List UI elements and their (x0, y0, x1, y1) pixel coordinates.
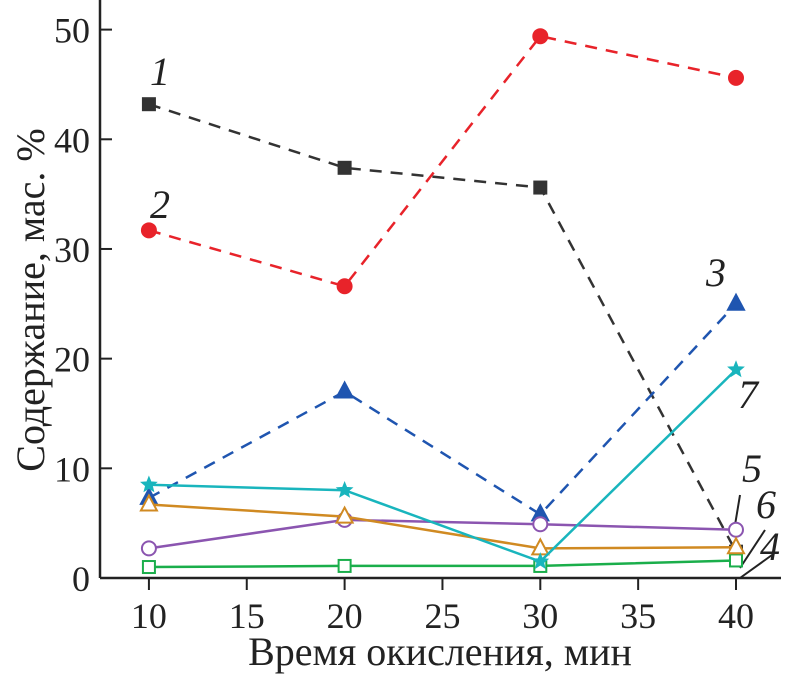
series-label: 6 (756, 482, 776, 527)
series-label: 2 (150, 182, 170, 227)
x-axis-label: Время окисления, мин (248, 629, 632, 674)
series-line (148, 518, 737, 550)
series-2: 2 (140, 28, 744, 295)
series-label: 7 (738, 372, 760, 417)
series-1: 1 (141, 49, 743, 559)
series-label: 5 (742, 446, 762, 491)
triangle-marker (139, 493, 159, 512)
series-7: 7 (140, 360, 760, 570)
y-tick-label: 50 (54, 11, 90, 51)
y-axis-label: Содержание, мас. % (8, 128, 53, 471)
label-leader-line (734, 494, 741, 526)
y-tick-label: 0 (72, 559, 90, 599)
square-marker (337, 160, 352, 175)
circle-marker (140, 540, 157, 557)
circle-marker (727, 69, 744, 86)
series-line (148, 302, 737, 516)
series-6: 6 (139, 482, 776, 556)
square-marker (141, 560, 156, 575)
star-marker (531, 552, 550, 570)
label-leader-line (739, 554, 773, 579)
square-marker (337, 558, 352, 573)
circle-marker (532, 28, 549, 45)
x-tick-label: 10 (131, 596, 167, 636)
y-tick-label: 30 (54, 230, 90, 270)
x-tick-label: 30 (522, 596, 558, 636)
star-marker (335, 480, 354, 498)
series-label: 1 (150, 49, 170, 94)
triangle-marker (726, 292, 746, 311)
square-marker (533, 180, 548, 195)
y-tick-label: 10 (54, 449, 90, 489)
circle-marker (727, 521, 744, 538)
x-tick-label: 35 (620, 596, 656, 636)
x-tick-label: 20 (327, 596, 363, 636)
circle-marker (336, 278, 353, 295)
series-label: 3 (705, 250, 726, 295)
triangle-marker (334, 505, 355, 524)
y-tick-label: 40 (54, 120, 90, 160)
triangle-marker (334, 380, 355, 399)
square-marker (141, 97, 156, 112)
series-line (148, 559, 737, 569)
star-marker (727, 360, 745, 378)
triangle-marker (726, 536, 746, 555)
circle-marker (140, 222, 157, 239)
series-line (148, 103, 738, 553)
series-5: 5 (140, 446, 762, 557)
series-line (148, 368, 737, 563)
label-leader-line (739, 529, 766, 569)
series-label: 4 (760, 524, 780, 569)
series-3: 3 (139, 250, 746, 522)
series-group: 1 2 3 4 56 7 (139, 28, 780, 575)
square-marker (728, 553, 743, 568)
x-tick-label: 40 (718, 596, 754, 636)
x-tick-label: 15 (229, 596, 265, 636)
y-tick-label: 20 (54, 340, 90, 380)
circle-marker (532, 516, 549, 533)
series-line (148, 503, 736, 550)
star-marker (140, 475, 158, 493)
x-tick-label: 25 (424, 596, 460, 636)
series-line (148, 34, 737, 288)
